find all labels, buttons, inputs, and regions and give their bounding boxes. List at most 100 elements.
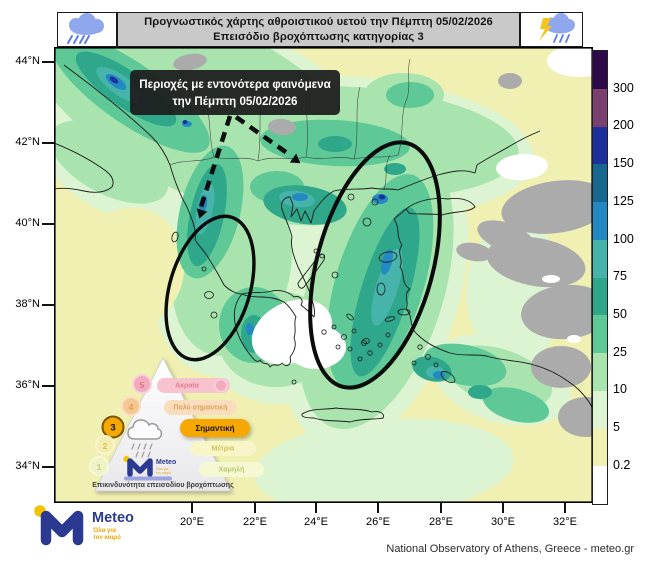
level2-circle: [95, 435, 115, 455]
map-canvas: Περιοχές με εντονότερα φαινόμενα την Πέμ…: [54, 47, 593, 503]
nodata-region: [173, 53, 592, 437]
map-svg: Περιοχές με εντονότερα φαινόμενα την Πέμ…: [54, 47, 593, 503]
logo-m-mark: [40, 510, 84, 546]
level5-circle: [132, 374, 152, 394]
colorbar-tick-label: 300: [613, 80, 634, 95]
lat-tick-label: 36°N: [15, 379, 40, 391]
colorbar-segment: [593, 51, 607, 89]
lat-tick: [42, 385, 54, 387]
colorbar-tick-label: 100: [613, 231, 634, 246]
lightning-bolt: [539, 18, 552, 41]
level3-number: 3: [110, 423, 115, 434]
lon-tick-label: 26°E: [366, 516, 390, 528]
lon-tick: [564, 503, 566, 513]
lat-tick-label: 34°N: [15, 460, 40, 472]
logo-url-strip: [124, 476, 172, 481]
annotation-arrows: [196, 115, 301, 219]
coastlines: [55, 64, 592, 423]
colorbar-tick-label: 10: [613, 382, 627, 397]
annotation-line1: Περιοχές με εντονότερα φαινόμενα: [139, 78, 331, 91]
lon-tick: [502, 503, 504, 513]
lat-tick: [42, 223, 54, 225]
colorbar-segment: [593, 88, 607, 127]
annotation-box: Περιοχές με εντονότερα φαινόμενα την Πέμ…: [130, 70, 340, 115]
colorbar-tick-label: 75: [613, 269, 627, 284]
arrowhead-west: [196, 208, 208, 219]
colorbar-tick-label: 50: [613, 307, 627, 322]
map-title: Προγνωστικός χάρτης αθροιστικού υετού τη…: [117, 12, 520, 47]
level5-pill: [157, 378, 230, 393]
attribution-text: National Observatory of Athens, Greece -…: [386, 543, 634, 555]
lon-tick-label: 30°E: [491, 516, 515, 528]
colorbar-tick-label: 200: [613, 118, 634, 133]
footer-logo-tagline2: τον καιρό: [93, 534, 121, 541]
header-rain-cloud-box: [57, 12, 117, 47]
rain-cloud-icon: [67, 13, 104, 44]
level2-label: Μέτρια: [212, 446, 235, 453]
footer-logo-tagline1: Όλα για: [92, 527, 116, 534]
lon-tick-label: 20°E: [180, 516, 204, 528]
colorbar-tick-label: 150: [613, 156, 634, 171]
aegean-highlight-ellipse: [308, 140, 442, 390]
colorbar-segment: [593, 315, 607, 353]
pyramid-meteo-logo: Meteo Όλα για τον καιρό: [123, 455, 176, 481]
map-title-line2: Επεισόδιο βροχόπτωσης κατηγορίας 3: [213, 30, 424, 43]
pyramid-raincloud-icon: [127, 419, 163, 458]
lat-tick-label: 38°N: [15, 298, 40, 310]
colorbar-segment: [593, 466, 607, 504]
colorbar-tick-label: 25: [613, 344, 627, 359]
west-greece-highlight-ellipse: [164, 214, 256, 362]
level3-circle-active: [101, 415, 125, 439]
level1-pill: [199, 462, 264, 477]
colorbar-segment: [593, 239, 607, 278]
colorbar: [592, 50, 608, 505]
level4-label: Πολύ σημαντική: [174, 404, 228, 412]
level4-circle: [121, 396, 141, 416]
lon-tick-label: 22°E: [243, 516, 267, 528]
lon-tick: [191, 503, 193, 513]
colorbar-segment: [593, 202, 607, 240]
logo-brand-text: Meteo: [156, 459, 176, 466]
islands: [171, 193, 456, 385]
header-storm-cloud-box: [520, 12, 583, 47]
colorbar-tick-label: 125: [613, 193, 634, 208]
level4-number: 4: [129, 402, 134, 412]
colorbar-segment: [593, 164, 607, 202]
lon-tick-label: 32°E: [553, 516, 577, 528]
level2-pill: [190, 441, 256, 456]
lon-tick-label: 28°E: [429, 516, 453, 528]
lon-tick-label: 24°E: [304, 516, 328, 528]
footer-meteo-logo: Meteo Όλα για τον καιρό: [34, 505, 134, 546]
colorbar-segment: [593, 126, 607, 165]
colorbar-segment: [593, 277, 607, 316]
colorbar-tick-label: 0.2: [613, 457, 631, 472]
logo-tagline2: τον καιρό: [156, 471, 171, 475]
level2-number: 2: [103, 441, 108, 451]
lon-tick: [254, 503, 256, 513]
hazard-pyramid: Ακραία 5 Πολύ σημαντική 4 Σημαντική 3 Μέ…: [89, 357, 264, 492]
arrowhead-east: [289, 153, 301, 164]
colorbar-segment: [593, 428, 607, 467]
level3-label: Σημαντική: [195, 424, 234, 433]
lat-tick: [42, 466, 54, 468]
colorbar-segment: [593, 390, 607, 429]
lon-tick: [440, 503, 442, 513]
lat-tick: [42, 304, 54, 306]
level1-label: Χαμηλή: [219, 466, 245, 474]
logo-m-mark: [127, 458, 153, 477]
lon-tick: [315, 503, 317, 513]
colorbar-segment: [593, 353, 607, 391]
colorbar-tick-label: 5: [613, 420, 620, 435]
level5-label: Ακραία: [175, 383, 200, 390]
lat-tick-label: 40°N: [15, 217, 40, 229]
level3-pill-active: [180, 419, 250, 437]
storm-cloud-icon: [539, 13, 575, 43]
map-title-line1: Προγνωστικός χάρτης αθροιστικού υετού τη…: [144, 15, 493, 28]
lat-tick: [42, 142, 54, 144]
lat-tick: [42, 61, 54, 63]
lat-tick-label: 42°N: [15, 136, 40, 148]
level4-pill: [164, 400, 237, 415]
lat-tick-label: 44°N: [15, 55, 40, 67]
annotation-line2: την Πέμπτη 05/02/2026: [172, 95, 298, 108]
